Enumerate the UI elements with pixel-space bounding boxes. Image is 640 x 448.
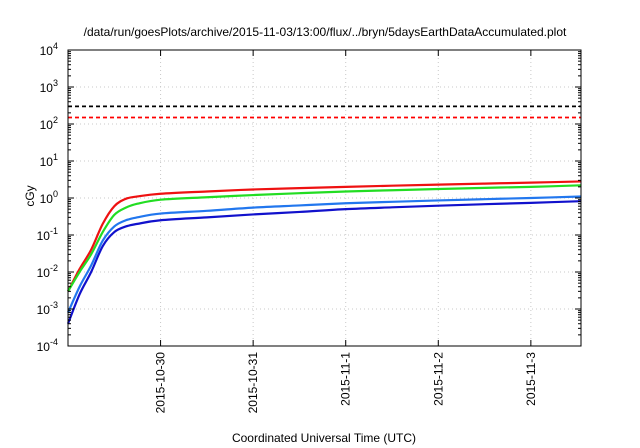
series-line (66, 195, 582, 314)
y-tick-label: 10-4 (37, 337, 58, 354)
x-tick-labels: 2015-10-30 2015-10-31 2015-11-1 2015-11-2 20… (154, 352, 538, 414)
y-tick-exponent: 3 (53, 78, 58, 88)
y-tick-exponent: -2 (50, 263, 58, 273)
y-tick-base: 10 (37, 266, 51, 280)
y-tick-base: 10 (40, 81, 54, 95)
y-tick-exponent: 4 (53, 41, 58, 51)
y-tick-exponent: -3 (50, 300, 58, 310)
series-line (67, 184, 582, 292)
y-tick-label: 101 (40, 152, 58, 169)
x-tick-label: 2015-11-3 (524, 352, 538, 406)
y-tick-base: 10 (37, 303, 51, 317)
y-tick-label: 103 (40, 78, 58, 95)
y-tick-exponent: 1 (53, 152, 58, 162)
chart-title: /data/run/goesPlots/archive/2015-11-03/1… (84, 25, 567, 39)
y-tick-label: 10-3 (37, 300, 58, 317)
y-tick-base: 10 (40, 155, 54, 169)
x-tick-label: 2015-11-1 (339, 352, 353, 406)
y-tick-label: 100 (40, 189, 58, 206)
tick-layer (68, 49, 581, 347)
x-axis-label: Coordinated Universal Time (UTC) (232, 431, 416, 445)
y-tick-base: 10 (40, 118, 54, 132)
y-tick-label: 10-1 (37, 226, 58, 243)
x-tick-label: 2015-11-2 (431, 352, 445, 406)
y-tick-label: 10-2 (37, 263, 58, 280)
y-axis-label: cGy (23, 185, 37, 206)
y-tick-label: 104 (40, 41, 58, 58)
series-line (66, 200, 582, 325)
y-tick-base: 10 (40, 192, 54, 206)
y-tick-base: 10 (37, 229, 51, 243)
x-tick-label: 2015-10-30 (154, 352, 168, 414)
y-tick-label: 102 (40, 115, 58, 132)
series-layer (66, 180, 582, 325)
x-tick-label: 2015-10-31 (246, 352, 260, 414)
y-tick-exponent: -1 (50, 226, 58, 236)
y-tick-base: 10 (37, 340, 51, 354)
y-tick-exponent: 0 (53, 189, 58, 199)
y-tick-exponent: -4 (50, 337, 58, 347)
y-tick-exponent: 2 (53, 115, 58, 125)
y-tick-base: 10 (40, 44, 54, 58)
threshold-layer (68, 105, 581, 119)
series-line (67, 180, 582, 292)
